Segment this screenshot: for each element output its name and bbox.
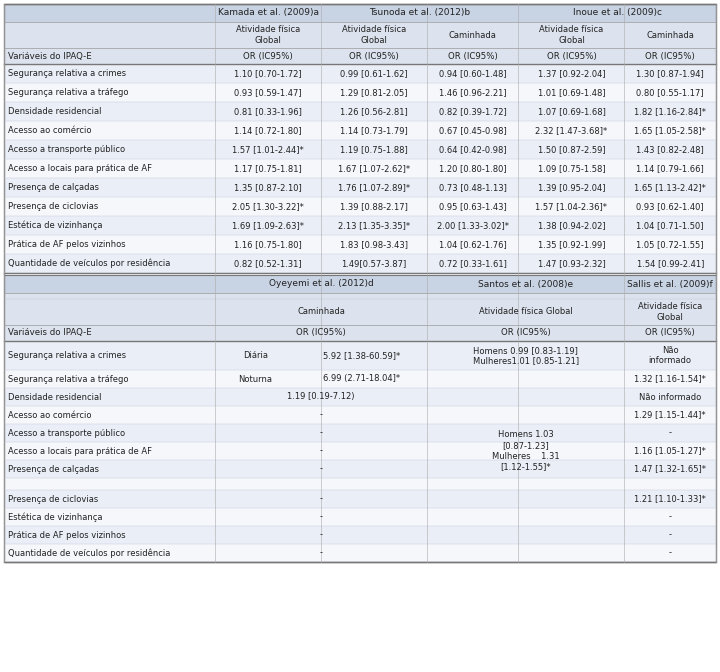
Bar bbox=[4, 197, 215, 216]
Bar bbox=[624, 299, 716, 325]
Text: 1.04 [0.62-1.76]: 1.04 [0.62-1.76] bbox=[438, 240, 507, 249]
Text: Homens 0.99 [0.83-1.19]
Mulheres1.01 [0.85-1.21]: Homens 0.99 [0.83-1.19] Mulheres1.01 [0.… bbox=[472, 345, 579, 366]
Bar bbox=[215, 197, 321, 216]
Text: Não
informado: Não informado bbox=[649, 345, 692, 366]
Bar bbox=[4, 325, 215, 341]
Bar bbox=[624, 178, 716, 197]
Text: 1.21 [1.10-1.33]*: 1.21 [1.10-1.33]* bbox=[634, 495, 706, 503]
Bar bbox=[624, 48, 716, 64]
Bar bbox=[4, 478, 215, 490]
Bar bbox=[518, 178, 624, 197]
Text: 1.14 [0.79-1.66]: 1.14 [0.79-1.66] bbox=[636, 164, 704, 173]
Text: Atividade física
Global: Atividade física Global bbox=[342, 25, 406, 45]
Bar bbox=[321, 121, 427, 140]
Bar bbox=[215, 526, 427, 544]
Bar bbox=[427, 508, 624, 526]
Bar bbox=[321, 64, 427, 83]
Bar bbox=[624, 406, 716, 424]
Text: Variáveis do IPAQ-E: Variáveis do IPAQ-E bbox=[8, 52, 91, 60]
Text: 1.04 [0.71-1.50]: 1.04 [0.71-1.50] bbox=[636, 221, 704, 230]
Bar bbox=[4, 341, 215, 370]
Bar bbox=[624, 102, 716, 121]
Bar bbox=[427, 102, 518, 121]
Bar bbox=[624, 83, 716, 102]
Text: Segurança relativa a tráfego: Segurança relativa a tráfego bbox=[8, 88, 128, 97]
Bar bbox=[215, 235, 321, 254]
Bar bbox=[321, 83, 427, 102]
Text: 2.00 [1.33-3.02]*: 2.00 [1.33-3.02]* bbox=[437, 221, 509, 230]
Text: -: - bbox=[320, 464, 323, 474]
Bar bbox=[4, 406, 215, 424]
Text: 1.29 [0.81-2.05]: 1.29 [0.81-2.05] bbox=[340, 88, 408, 97]
Text: Acesso a locais para prática de AF: Acesso a locais para prática de AF bbox=[8, 446, 152, 456]
Bar bbox=[427, 299, 624, 325]
Text: 1.10 [0.70-1.72]: 1.10 [0.70-1.72] bbox=[234, 69, 302, 78]
Text: 0.64 [0.42-0.98]: 0.64 [0.42-0.98] bbox=[439, 145, 506, 154]
Text: Presença de calçadas: Presença de calçadas bbox=[8, 183, 99, 192]
Text: 1.20 [0.80-1.80]: 1.20 [0.80-1.80] bbox=[439, 164, 506, 173]
Bar bbox=[518, 159, 624, 178]
Text: 1.57 [1.01-2.44]*: 1.57 [1.01-2.44]* bbox=[232, 145, 304, 154]
Bar bbox=[427, 341, 624, 370]
Bar bbox=[215, 460, 427, 478]
Text: 1.19 [0.19-7.12): 1.19 [0.19-7.12) bbox=[287, 392, 355, 401]
Bar bbox=[4, 4, 716, 22]
Text: 1.19 [0.75-1.88]: 1.19 [0.75-1.88] bbox=[340, 145, 408, 154]
Bar bbox=[427, 235, 518, 254]
Text: Quantidade de veículos por residência: Quantidade de veículos por residência bbox=[8, 259, 171, 268]
Text: 1.29 [1.15-1.44]*: 1.29 [1.15-1.44]* bbox=[634, 411, 706, 419]
Text: Acesso ao comércio: Acesso ao comércio bbox=[8, 126, 91, 135]
Bar bbox=[518, 235, 624, 254]
Text: Santos et al. (2008)e: Santos et al. (2008)e bbox=[478, 280, 573, 288]
Bar bbox=[624, 508, 716, 526]
Bar bbox=[4, 424, 215, 442]
Bar bbox=[624, 424, 716, 442]
Bar bbox=[4, 178, 215, 197]
Bar bbox=[518, 140, 624, 159]
Bar bbox=[215, 159, 321, 178]
Bar bbox=[321, 140, 427, 159]
Bar bbox=[427, 424, 624, 442]
Text: Presença de ciclovias: Presença de ciclovias bbox=[8, 202, 98, 211]
Text: Variáveis do IPAQ-E: Variáveis do IPAQ-E bbox=[8, 329, 91, 337]
Text: -: - bbox=[669, 513, 672, 521]
Text: 0.81 [0.33-1.96]: 0.81 [0.33-1.96] bbox=[234, 107, 302, 116]
Bar bbox=[518, 121, 624, 140]
Text: 2.05 [1.30-3.22]*: 2.05 [1.30-3.22]* bbox=[232, 202, 304, 211]
Text: Estética de vizinhança: Estética de vizinhança bbox=[8, 220, 102, 230]
Bar bbox=[215, 341, 427, 370]
Text: OR (IC95%): OR (IC95%) bbox=[296, 329, 346, 337]
Bar bbox=[427, 460, 624, 478]
Bar bbox=[427, 490, 624, 508]
Text: Caminhada: Caminhada bbox=[449, 30, 497, 40]
Text: 0.80 [0.55-1.17]: 0.80 [0.55-1.17] bbox=[636, 88, 704, 97]
Bar bbox=[321, 216, 427, 235]
Bar bbox=[427, 544, 624, 562]
Text: OR (IC95%): OR (IC95%) bbox=[645, 329, 695, 337]
Text: 1.57 [1.04-2.36]*: 1.57 [1.04-2.36]* bbox=[536, 202, 608, 211]
Bar bbox=[215, 544, 427, 562]
Text: -: - bbox=[320, 548, 323, 558]
Bar bbox=[427, 140, 518, 159]
Bar bbox=[427, 121, 518, 140]
Text: 1.14 [0.73-1.79]: 1.14 [0.73-1.79] bbox=[340, 126, 408, 135]
Text: 1.17 [0.75-1.81]: 1.17 [0.75-1.81] bbox=[234, 164, 302, 173]
Text: 1.05 [0.72-1.55]: 1.05 [0.72-1.55] bbox=[636, 240, 704, 249]
Bar bbox=[624, 341, 716, 370]
Text: -: - bbox=[320, 446, 323, 456]
Text: -: - bbox=[669, 429, 672, 437]
Bar bbox=[4, 442, 215, 460]
Text: 1.16 [1.05-1.27]*: 1.16 [1.05-1.27]* bbox=[634, 446, 706, 456]
Text: 1.35 [0.92-1.99]: 1.35 [0.92-1.99] bbox=[538, 240, 606, 249]
Bar bbox=[215, 478, 427, 490]
Text: 0.94 [0.60-1.48]: 0.94 [0.60-1.48] bbox=[439, 69, 506, 78]
Bar bbox=[624, 460, 716, 478]
Text: 0.67 [0.45-0.98]: 0.67 [0.45-0.98] bbox=[438, 126, 507, 135]
Text: Acesso a transporte público: Acesso a transporte público bbox=[8, 429, 125, 437]
Text: 1.43 [0.82-2.48]: 1.43 [0.82-2.48] bbox=[636, 145, 704, 154]
Bar bbox=[4, 526, 215, 544]
Text: Atividade física
Global: Atividade física Global bbox=[638, 302, 702, 322]
Text: 1.83 [0.98-3.43]: 1.83 [0.98-3.43] bbox=[340, 240, 408, 249]
Bar bbox=[215, 22, 321, 48]
Bar bbox=[4, 293, 716, 299]
